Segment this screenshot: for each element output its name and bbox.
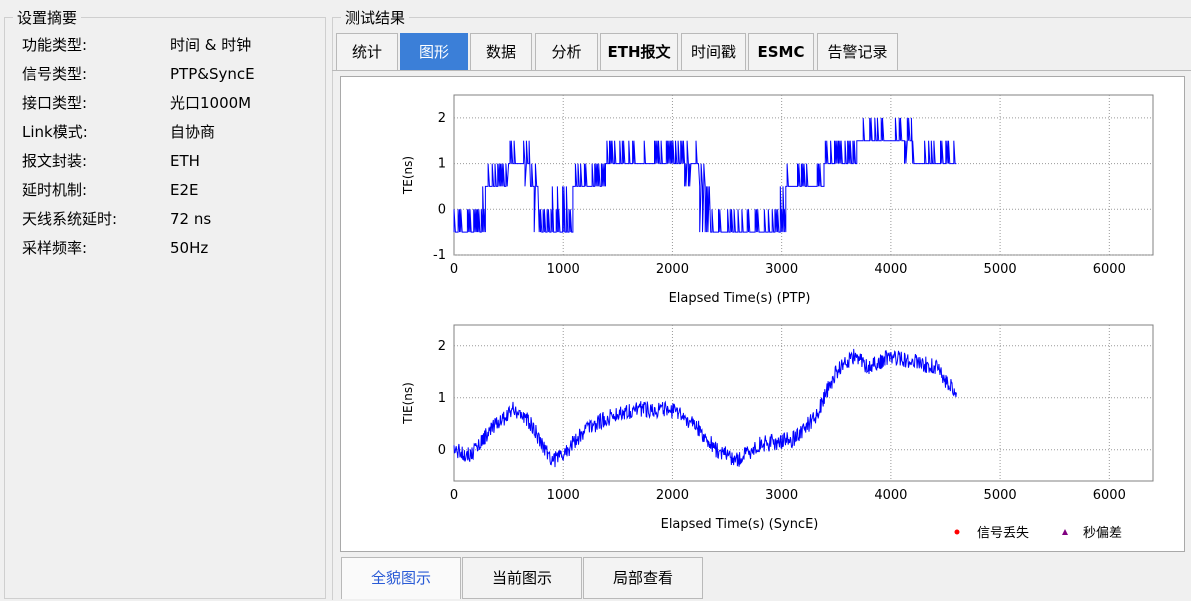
- settings-row: 天线系统延时: 72 ns: [22, 208, 312, 230]
- x-tick-label: 4000: [874, 262, 907, 277]
- tab-overview[interactable]: 全貌图示: [341, 557, 461, 599]
- tab-graph[interactable]: 图形: [400, 33, 468, 70]
- x-tick-label: 6000: [1093, 488, 1126, 503]
- x-tick-label: 5000: [984, 262, 1017, 277]
- charts-svg: 0 1000 2000 3000 4000 5000 6000 -1 0 1 2 Elapsed Ti…: [401, 94, 1154, 541]
- settings-row: 报文封装: ETH: [22, 150, 312, 172]
- settings-row: 接口类型: 光口1000M: [22, 92, 312, 114]
- x-tick-label: 5000: [984, 488, 1017, 503]
- legend-marker-leap-second: [1062, 529, 1068, 535]
- settings-row-label: 延时机制:: [22, 181, 88, 199]
- tab-alarm-log[interactable]: 告警记录: [817, 33, 898, 70]
- tab-statistics[interactable]: 统计: [336, 33, 398, 70]
- series-line: [453, 348, 957, 468]
- settings-row-label: 采样频率:: [22, 239, 88, 257]
- x-tick-label: 2000: [656, 262, 689, 277]
- x-tick-label: 3000: [765, 262, 798, 277]
- tab-eth-packet[interactable]: ETH报文: [600, 33, 678, 70]
- settings-row-value: 自协商: [170, 123, 216, 141]
- series-line: [453, 117, 957, 233]
- settings-row: 功能类型: 时间 & 时钟: [22, 34, 312, 56]
- y-tick-label: 2: [438, 111, 446, 126]
- y-tick-label: 1: [438, 157, 446, 172]
- x-tick-label: 4000: [874, 488, 907, 503]
- y-tick-label: 1: [438, 391, 446, 406]
- legend-label-signal-loss: 信号丢失: [977, 526, 1029, 541]
- x-tick-label: 1000: [547, 262, 580, 277]
- tab-esmc[interactable]: ESMC: [748, 33, 814, 70]
- settings-row-label: 接口类型:: [22, 94, 88, 112]
- x-tick-label: 2000: [656, 488, 689, 503]
- tab-timestamp[interactable]: 时间戳: [681, 33, 746, 70]
- legend-label-leap-second: 秒偏差: [1083, 526, 1122, 541]
- settings-summary-title: 设置摘要: [13, 10, 82, 26]
- y-tick-label: 0: [438, 202, 446, 217]
- settings-row-value: 光口1000M: [170, 94, 252, 112]
- y-tick-label: 2: [438, 339, 446, 354]
- graph-tab-content: [332, 70, 1191, 557]
- tab-data[interactable]: 数据: [470, 33, 532, 70]
- settings-row-value: ETH: [170, 152, 200, 170]
- x-tick-label: 0: [450, 262, 458, 277]
- settings-row: 信号类型: PTP&SyncE: [22, 63, 312, 85]
- settings-row: 采样频率: 50Hz: [22, 237, 312, 259]
- tab-analysis[interactable]: 分析: [535, 33, 598, 70]
- x-axis-label: Elapsed Time(s) (PTP): [669, 291, 811, 306]
- settings-row-value: E2E: [170, 181, 199, 199]
- test-results-group: 测试结果: [332, 10, 1191, 600]
- settings-row: Link模式: 自协商: [22, 121, 312, 143]
- settings-row-label: 报文封装:: [22, 152, 88, 170]
- x-tick-label: 3000: [765, 488, 798, 503]
- settings-row: 延时机制: E2E: [22, 179, 312, 201]
- settings-row-value: 时间 & 时钟: [170, 36, 252, 54]
- settings-row-value: PTP&SyncE: [170, 65, 255, 83]
- x-tick-label: 1000: [547, 488, 580, 503]
- test-results-title: 测试结果: [341, 10, 410, 26]
- settings-row-value: 50Hz: [170, 239, 209, 257]
- legend-marker-signal-loss: [954, 529, 960, 535]
- x-tick-label: 6000: [1093, 262, 1126, 277]
- y-tick-label: 0: [438, 443, 446, 458]
- y-tick-label: -1: [433, 248, 446, 263]
- tab-current-view[interactable]: 当前图示: [462, 557, 582, 599]
- settings-summary-group: 设置摘要: [4, 10, 326, 599]
- chart-panel: 0 1000 2000 3000 4000 5000 6000 -1 0 1 2 Elapsed Ti…: [340, 76, 1185, 552]
- x-tick-label: 0: [450, 488, 458, 503]
- tab-local-view[interactable]: 局部查看: [583, 557, 703, 599]
- settings-row-label: 天线系统延时:: [22, 210, 118, 228]
- settings-row-label: 功能类型:: [22, 36, 88, 54]
- y-axis-label: TIE(ns): [401, 382, 415, 425]
- settings-row-value: 72 ns: [170, 210, 212, 228]
- settings-row-label: Link模式:: [22, 123, 88, 141]
- y-axis-label: TE(ns): [401, 156, 415, 195]
- plot-area: [453, 324, 1154, 482]
- settings-row-label: 信号类型:: [22, 65, 88, 83]
- x-axis-label: Elapsed Time(s) (SyncE): [661, 517, 819, 532]
